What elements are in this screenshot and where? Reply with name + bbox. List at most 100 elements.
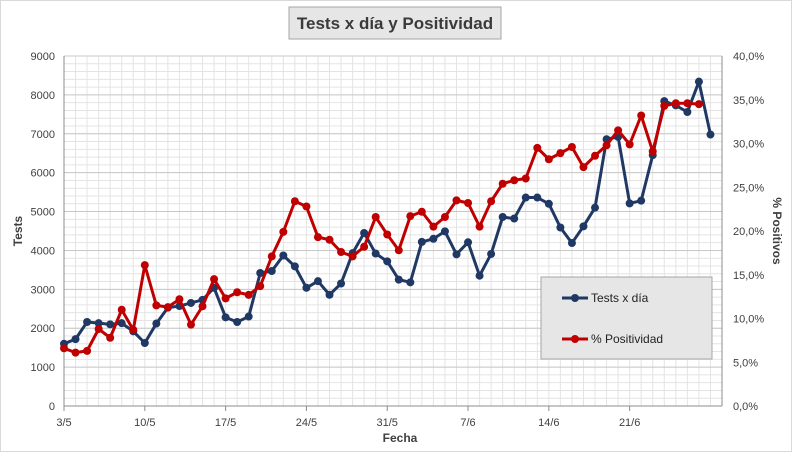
y2-tick-label: 35,0% — [733, 95, 764, 107]
y-tick-label: 0 — [49, 401, 55, 413]
legend-box — [540, 276, 713, 360]
data-point — [464, 199, 473, 207]
data-point — [71, 335, 80, 344]
data-point — [267, 267, 276, 276]
x-tick-label: 14/6 — [538, 417, 559, 429]
y-tick-label: 8000 — [31, 90, 55, 102]
data-point — [60, 344, 68, 353]
right-axis-ticks: 0,0% 5,0% 10,0% 15,0% 20,0% 25,0% 30,0% 35,0% 40… — [733, 51, 764, 413]
data-point — [694, 100, 703, 109]
legend-label-positividad: % Positividad — [591, 332, 663, 346]
data-point — [221, 294, 230, 303]
data-point — [671, 99, 680, 108]
data-point — [452, 250, 461, 259]
data-point — [279, 251, 288, 260]
data-point — [556, 149, 565, 158]
data-point — [186, 298, 195, 307]
data-point — [694, 77, 703, 86]
data-point — [129, 325, 138, 334]
data-point — [660, 101, 669, 110]
data-point — [152, 319, 161, 328]
data-point — [625, 199, 634, 208]
data-point — [683, 108, 692, 116]
data-point — [637, 196, 646, 205]
data-point — [498, 179, 507, 188]
data-point — [313, 233, 322, 242]
y2-tick-label: 10,0% — [733, 314, 764, 326]
series-positividad — [60, 99, 703, 357]
data-point — [337, 279, 346, 288]
legend-marker-tests — [571, 294, 579, 302]
data-point — [602, 141, 611, 150]
data-point — [406, 278, 415, 287]
left-axis-ticks: 0 1000 2000 3000 4000 5000 6000 7000 8000 9000 — [31, 51, 55, 413]
data-point — [244, 312, 253, 321]
data-point — [706, 130, 715, 139]
data-point — [440, 213, 449, 221]
data-point — [567, 143, 576, 151]
data-point — [221, 313, 230, 322]
data-point — [683, 99, 692, 108]
data-point — [533, 193, 542, 202]
data-point — [348, 252, 357, 261]
data-point — [521, 174, 530, 183]
data-point — [140, 261, 149, 270]
data-point — [510, 214, 519, 223]
data-point — [325, 290, 334, 299]
data-point — [210, 275, 219, 284]
data-point — [325, 235, 334, 244]
data-point — [198, 302, 207, 311]
y-tick-label: 1000 — [31, 362, 55, 374]
y-tick-label: 4000 — [31, 245, 55, 257]
chart-title: Tests x día y Positividad — [297, 14, 493, 33]
data-point — [383, 230, 392, 239]
data-point — [452, 196, 461, 205]
data-point — [279, 227, 288, 236]
data-point — [244, 290, 253, 299]
data-point — [383, 257, 392, 266]
data-point — [579, 163, 588, 172]
x-tick-label: 31/5 — [377, 417, 398, 429]
y2-tick-label: 15,0% — [733, 270, 764, 282]
data-point — [360, 242, 369, 251]
y-tick-label: 9000 — [31, 51, 55, 63]
y2-tick-label: 0,0% — [733, 401, 758, 413]
data-point — [429, 222, 438, 231]
data-point — [637, 111, 646, 120]
x-tick-label: 7/6 — [460, 417, 475, 429]
data-point — [487, 249, 496, 258]
data-point — [533, 143, 542, 152]
data-point — [94, 319, 103, 328]
data-point — [117, 319, 126, 328]
data-point — [290, 197, 299, 206]
data-point — [140, 339, 149, 347]
legend-marker-positividad — [571, 335, 579, 343]
data-point — [313, 277, 322, 286]
data-point — [152, 301, 161, 310]
data-point — [556, 223, 565, 232]
data-point — [302, 202, 311, 211]
data-point — [648, 147, 657, 156]
data-point — [233, 318, 242, 326]
data-point — [614, 126, 623, 135]
y2-axis-title: % Positivos — [770, 197, 784, 265]
data-point — [625, 140, 634, 149]
data-point — [567, 239, 576, 248]
data-point — [290, 262, 299, 271]
data-point — [360, 228, 369, 237]
data-point — [233, 288, 242, 297]
x-tick-label: 24/5 — [296, 417, 317, 429]
y-tick-label: 6000 — [31, 168, 55, 180]
data-point — [464, 238, 473, 247]
data-point — [510, 176, 519, 185]
data-point — [579, 222, 588, 231]
x-axis-ticks: 3/5 10/5 17/5 24/5 31/5 7/6 14/6 21/6 — [56, 406, 640, 429]
data-point — [106, 333, 115, 342]
data-point — [267, 252, 276, 261]
data-point — [521, 193, 530, 202]
data-point — [429, 234, 438, 243]
y-tick-label: 7000 — [31, 129, 55, 141]
